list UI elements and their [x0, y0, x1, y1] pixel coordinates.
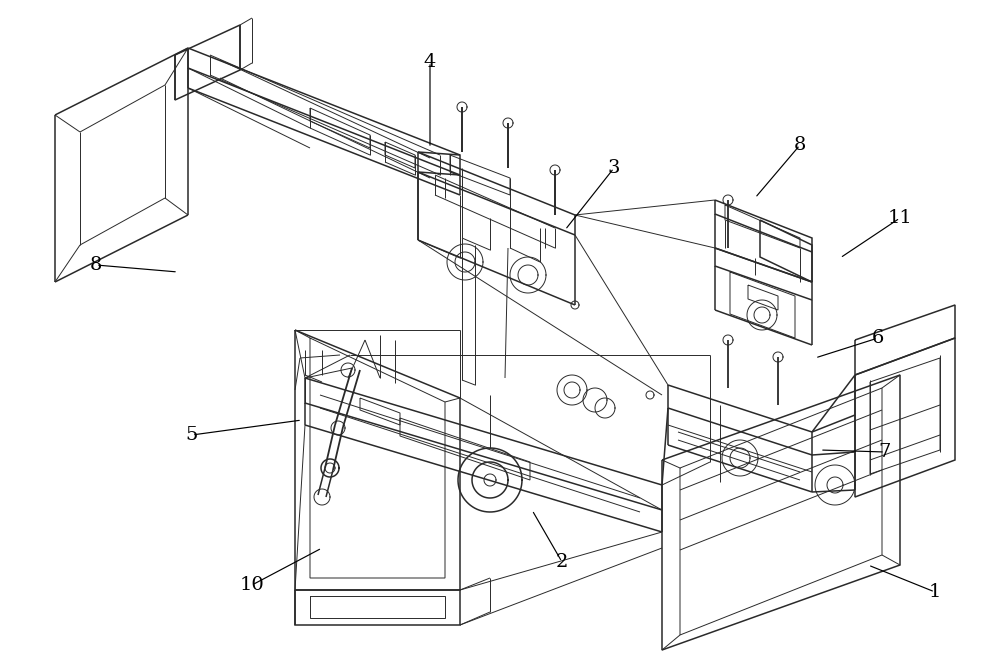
- Text: 4: 4: [424, 53, 436, 71]
- Text: 11: 11: [888, 209, 912, 227]
- Text: 2: 2: [556, 553, 568, 571]
- Text: 6: 6: [872, 329, 884, 347]
- Text: 8: 8: [794, 136, 806, 154]
- Text: 1: 1: [929, 583, 941, 601]
- Text: 5: 5: [186, 426, 198, 444]
- Text: 10: 10: [240, 576, 264, 594]
- Text: 8: 8: [90, 256, 102, 274]
- Text: 7: 7: [879, 443, 891, 461]
- Text: 3: 3: [608, 159, 620, 177]
